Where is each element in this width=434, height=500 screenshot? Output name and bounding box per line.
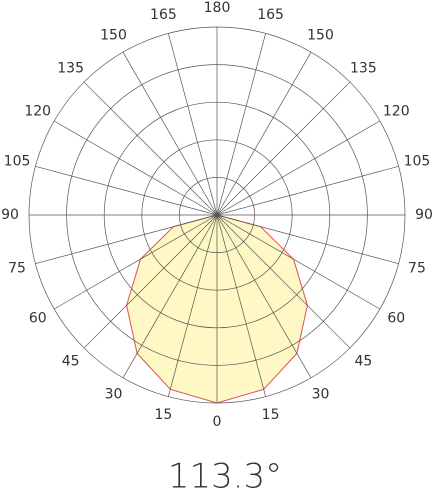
angle-label: 0 <box>213 414 222 430</box>
angle-label: 165 <box>257 7 284 23</box>
grid-spoke <box>83 214 218 349</box>
grid-spoke <box>35 166 218 216</box>
angle-label: 90 <box>415 207 433 223</box>
grid-spoke <box>216 52 312 216</box>
angle-label: 120 <box>24 104 51 120</box>
grid-spoke <box>54 214 218 310</box>
angle-label: 150 <box>307 28 334 44</box>
grid-spoke <box>216 214 266 397</box>
angle-label: 120 <box>383 104 410 120</box>
angle-label: 180 <box>204 0 231 16</box>
angle-label: 135 <box>57 61 84 77</box>
grid-spoke <box>216 214 380 310</box>
grid-spoke <box>122 52 218 216</box>
angle-label: 15 <box>155 407 173 423</box>
angle-label: 150 <box>100 28 127 44</box>
angle-label: 15 <box>262 407 280 423</box>
angle-label: 75 <box>408 261 426 277</box>
grid-spoke <box>35 214 218 264</box>
angle-label: 60 <box>387 311 405 327</box>
grid-spoke <box>216 81 351 216</box>
grid-spoke <box>54 120 218 216</box>
angle-label: 105 <box>4 153 31 169</box>
angle-label: 105 <box>404 153 431 169</box>
grid-spoke <box>216 214 399 264</box>
grid-spoke <box>216 214 351 349</box>
angle-label: 45 <box>62 353 80 369</box>
grid-spoke <box>216 214 312 378</box>
angle-label: 45 <box>354 353 372 369</box>
grid-spoke <box>168 33 218 216</box>
angle-label: 30 <box>105 386 123 402</box>
angle-label: 60 <box>29 311 47 327</box>
angle-label: 135 <box>350 61 377 77</box>
grid-spoke <box>168 214 218 397</box>
angle-label: 165 <box>150 7 177 23</box>
grid-spoke <box>216 120 380 216</box>
angle-label: 90 <box>1 207 19 223</box>
grid-spoke <box>216 33 266 216</box>
grid-spoke <box>122 214 218 378</box>
angle-label: 75 <box>8 261 26 277</box>
chart-title: 113.3° <box>168 457 282 497</box>
grid-spoke <box>216 166 399 216</box>
grid-spoke <box>83 81 218 216</box>
angle-label: 30 <box>312 386 330 402</box>
